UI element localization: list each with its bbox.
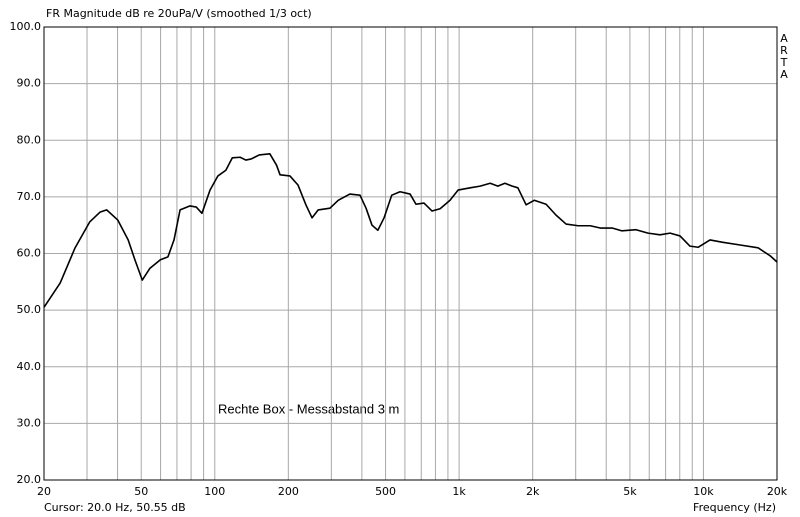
y-tick-label: 50.0 <box>17 303 42 316</box>
y-tick-label: 30.0 <box>17 416 42 429</box>
x-tick-label: 20k <box>767 485 788 498</box>
y-tick-label: 100.0 <box>10 20 42 33</box>
fr-line <box>43 153 778 308</box>
x-axis-label: Frequency (Hz) <box>693 501 776 514</box>
x-tick-label: 5k <box>623 485 637 498</box>
x-tick-label: 1k <box>452 485 466 498</box>
y-tick-label: 90.0 <box>17 77 42 90</box>
x-tick-label: 200 <box>278 485 299 498</box>
side-label: ARTA <box>778 32 791 80</box>
status-text: Cursor: 20.0 Hz, 50.55 dB <box>44 501 186 514</box>
y-tick-label: 40.0 <box>17 360 42 373</box>
x-tick-label: 20 <box>37 485 51 498</box>
x-tick-label: 2k <box>526 485 540 498</box>
y-tick-label: 20.0 <box>17 473 42 486</box>
y-tick-label: 60.0 <box>17 247 42 260</box>
x-tick-label: 500 <box>375 485 396 498</box>
x-tick-label: 10k <box>693 485 714 498</box>
x-tick-label: 50 <box>134 485 148 498</box>
annotation: Rechte Box - Messabstand 3 m <box>218 401 399 416</box>
x-tick-label: 100 <box>204 485 225 498</box>
plot-frame <box>43 26 778 481</box>
y-tick-label: 70.0 <box>17 190 42 203</box>
y-tick-label: 80.0 <box>17 133 42 146</box>
chart-title: FR Magnitude dB re 20uPa/V (smoothed 1/3… <box>46 7 312 20</box>
